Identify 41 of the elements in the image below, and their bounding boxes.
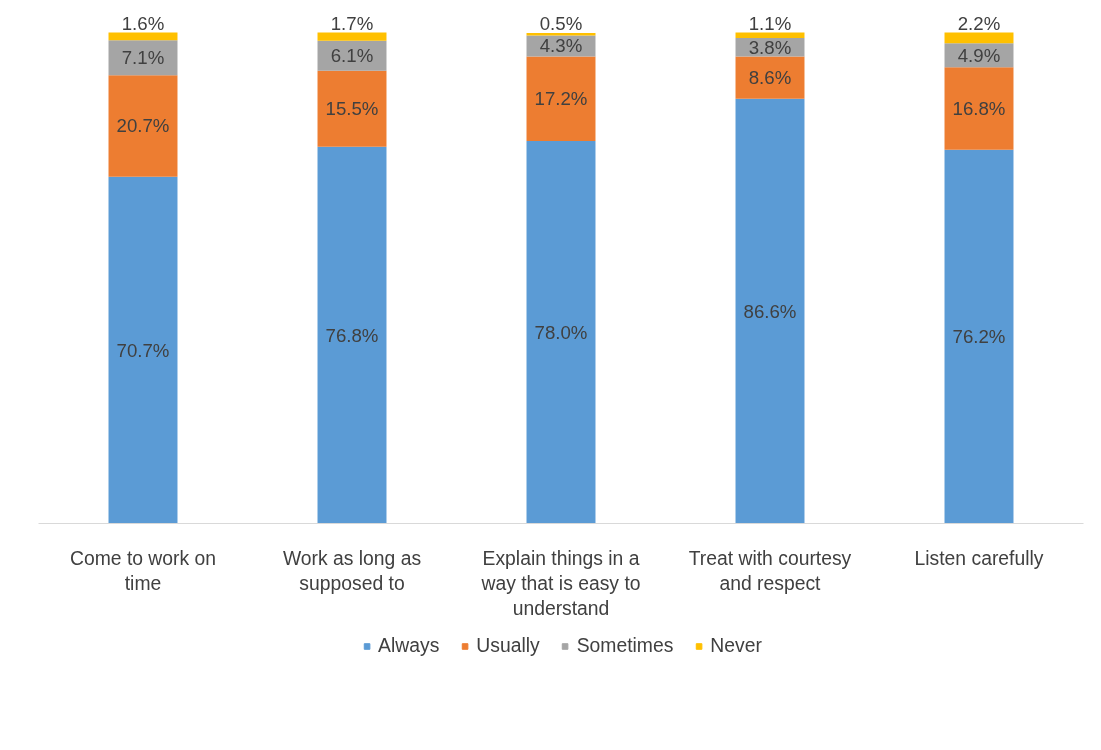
bar [317,32,387,41]
data-label: 1.7% [330,12,374,34]
data-label: 86.6% [743,300,797,322]
data-label: 4.9% [957,44,1001,66]
legend-label: Always [378,635,440,657]
bar [317,70,387,147]
data-label: 76.8% [325,324,379,346]
data-label: 16.8% [952,98,1006,120]
data-label: 1.6% [121,12,165,34]
bar [944,149,1014,524]
data-label: 7.1% [121,47,165,69]
x-tick-label: Treat with courtesy and respect [688,547,852,594]
x-tick-label: Come to work on time [69,547,217,594]
data-label: 76.2% [952,326,1006,348]
legend-label: Never [710,635,762,657]
data-label: 70.7% [116,339,170,361]
legend-label: Sometimes [576,635,674,657]
bar [108,176,178,524]
x-tick-label: Listen carefully [914,547,1044,569]
bar [526,56,596,141]
data-label: 3.8% [748,36,792,58]
data-label: 2.2% [957,12,1001,34]
bar [735,32,805,38]
bar [944,32,1014,44]
bar [735,98,805,524]
data-label: 15.5% [325,98,379,120]
x-tick-label: Explain things in a way that is easy to understand [480,547,641,619]
data-label: 0.5% [539,13,583,34]
bar [526,140,596,524]
data-label: 1.1% [748,12,792,34]
data-label: 20.7% [116,115,170,137]
data-label: 17.2% [534,88,588,110]
data-label: 6.1% [330,45,374,67]
data-label: 4.3% [539,35,583,57]
legend-label: Usually [476,635,540,657]
bar [108,75,178,177]
bar [944,67,1014,150]
bar [317,146,387,524]
data-label: 8.6% [748,67,792,89]
data-label: 78.0% [534,321,588,343]
x-tick-label: Work as long as supposed to [282,547,422,594]
